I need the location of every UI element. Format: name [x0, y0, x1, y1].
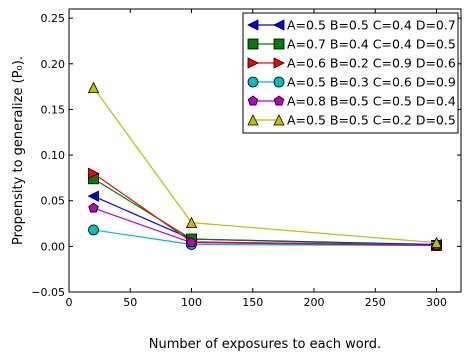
y-tick-label-3: 0.10 [41, 149, 66, 162]
data-point-2-0 [88, 167, 100, 179]
data-point-5-2 [430, 236, 443, 249]
legend-marker-end-0 [273, 19, 285, 31]
legend-marker-start-0 [247, 19, 259, 31]
ticks-layer: 0 50 100 150 200 250 300 −0.05 0.00 0.05 0.10 0.15 0… [31, 9, 461, 309]
x-tick-label-4: 200 [304, 296, 325, 309]
data-point-5-1 [185, 216, 198, 229]
legend-marker-end-3 [273, 76, 285, 88]
legend-label-1: A=0.7 B=0.4 C=0.4 D=0.5 [287, 37, 456, 52]
legend-marker-start-4 [247, 95, 259, 106]
y-tick-label-4: 0.15 [41, 103, 66, 116]
y-tick-label-0: −0.05 [31, 286, 65, 299]
data-point-5-0 [87, 81, 100, 93]
series-2 [88, 167, 443, 252]
x-tick-label-6: 300 [426, 296, 447, 309]
legend-marker-end-2 [273, 57, 285, 69]
legend-marker-start-2 [247, 57, 259, 69]
plot-frame [68, 8, 462, 293]
legend-marker-start-3 [247, 76, 259, 88]
series-line-4 [93, 207, 437, 247]
x-tick-label-2: 100 [181, 296, 202, 309]
legend-label-3: A=0.5 B=0.3 C=0.6 D=0.9 [287, 75, 456, 90]
legend-marker-start-5 [247, 114, 259, 126]
data-point-3-0 [88, 224, 99, 236]
y-tick-label-2: 0.05 [41, 195, 66, 208]
legend-label-0: A=0.5 B=0.5 C=0.4 D=0.7 [287, 18, 456, 33]
x-tick-label-0: 0 [66, 296, 73, 309]
legend-box [242, 12, 459, 134]
legend-label-2: A=0.6 B=0.2 C=0.9 D=0.6 [287, 56, 456, 71]
data-point-4-0 [88, 202, 99, 213]
y-axis-label: Propensity to generalize (P₀). [11, 56, 26, 245]
legend-label-5: A=0.5 B=0.5 C=0.2 D=0.5 [287, 113, 456, 128]
legend-marker-end-4 [273, 95, 285, 106]
x-tick-label-1: 50 [123, 296, 137, 309]
series-line-1 [93, 178, 437, 247]
legend-marker-start-1 [247, 38, 259, 50]
y-tick-label-5: 0.20 [41, 58, 66, 71]
x-axis-label: Number of exposures to each word. [149, 337, 381, 352]
y-tick-label-6: 0.25 [41, 12, 66, 25]
legend-marker-end-5 [273, 114, 285, 126]
y-tick-label-1: 0.00 [41, 240, 66, 253]
x-tick-label-5: 250 [365, 296, 386, 309]
series-5 [87, 81, 443, 249]
x-tick-label-3: 150 [242, 296, 263, 309]
legend-marker-end-1 [273, 38, 285, 50]
data-point-0-0 [87, 190, 99, 202]
data-point-4-1 [186, 237, 197, 248]
series-line-2 [93, 172, 437, 247]
plot-layer [87, 81, 443, 252]
legend-label-4: A=0.8 B=0.5 C=0.5 D=0.4 [287, 94, 456, 109]
legend: A=0.5 B=0.5 C=0.4 D=0.7 A=0.7 B=0.4 C=0.4… [242, 12, 459, 134]
